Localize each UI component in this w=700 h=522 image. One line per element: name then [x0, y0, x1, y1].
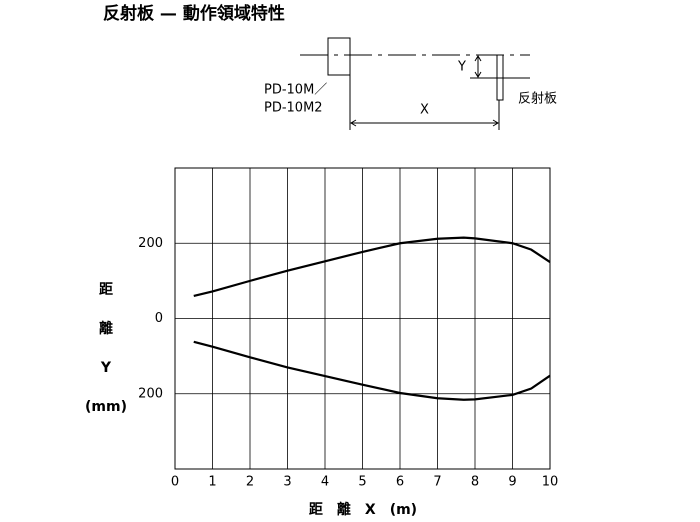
y-arrowheads — [474, 55, 482, 78]
y-tick-label: 200 — [138, 236, 163, 251]
y-tick-label: 0 — [155, 311, 163, 326]
x-tick-label: 4 — [321, 475, 329, 490]
y-label: Y — [457, 60, 466, 75]
sensor — [327, 37, 351, 76]
x-tick-label: 10 — [542, 475, 559, 490]
y-axis-title: 距 — [99, 282, 113, 298]
x-axis-title: 距 離 X (m) — [309, 501, 417, 518]
x-tick-label: 0 — [171, 475, 179, 490]
x-tick-label: 6 — [396, 475, 404, 490]
y-axis-title: Y — [100, 360, 112, 376]
y-axis-title: (mm) — [85, 399, 127, 415]
x-tick-label: 1 — [208, 475, 216, 490]
x-tick-label: 9 — [508, 475, 516, 490]
x-arrowheads — [350, 119, 499, 127]
x-tick-label: 2 — [246, 475, 254, 490]
x-tick-label: 7 — [433, 475, 441, 490]
reflector — [496, 54, 504, 101]
x-label: X — [420, 103, 429, 118]
setup-diagram — [300, 37, 530, 130]
x-tick-label: 5 — [358, 475, 366, 490]
sensor-label: PD-10M2 — [264, 101, 323, 116]
y-axis-title: 離 — [99, 320, 113, 337]
x-tick-label: 3 — [283, 475, 291, 490]
page-title: 反射板 — 動作領域特性 — [103, 3, 285, 24]
reflector-label: 反射板 — [518, 91, 557, 107]
sensor-label: PD-10M／ — [264, 83, 327, 98]
y-tick-label: 200 — [138, 386, 163, 401]
x-tick-label: 8 — [471, 475, 479, 490]
curve — [193, 236, 551, 297]
curve — [193, 340, 551, 401]
